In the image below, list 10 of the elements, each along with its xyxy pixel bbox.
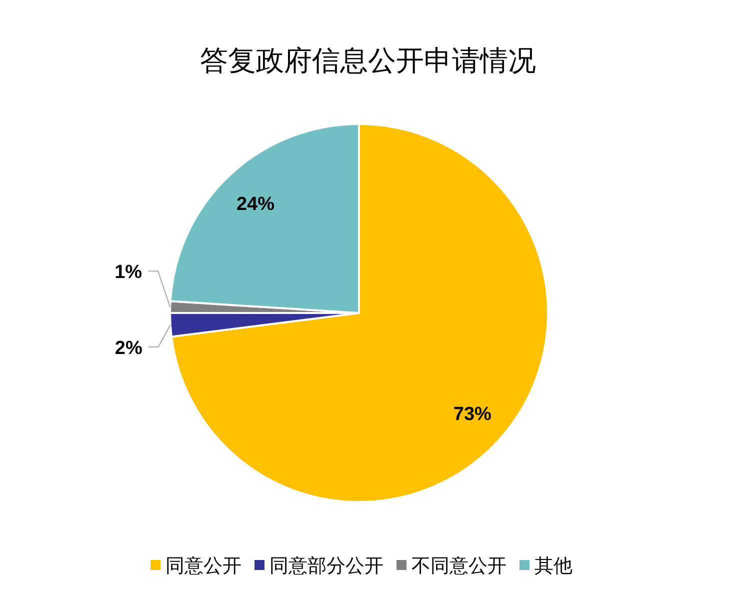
legend-label: 同意公开 [166, 556, 242, 577]
data-label: 2% [114, 338, 142, 359]
legend-label: 同意部分公开 [270, 555, 384, 577]
legend-label: 不同意公开 [412, 556, 506, 577]
data-label: 1% [114, 262, 142, 284]
data-label: 73% [453, 404, 492, 425]
chart-title: 答复政府信息公开申请情况 [200, 46, 536, 77]
pie-slice [170, 123, 549, 503]
data-label: 24% [236, 194, 275, 215]
legend-label: 其他 [534, 556, 572, 577]
